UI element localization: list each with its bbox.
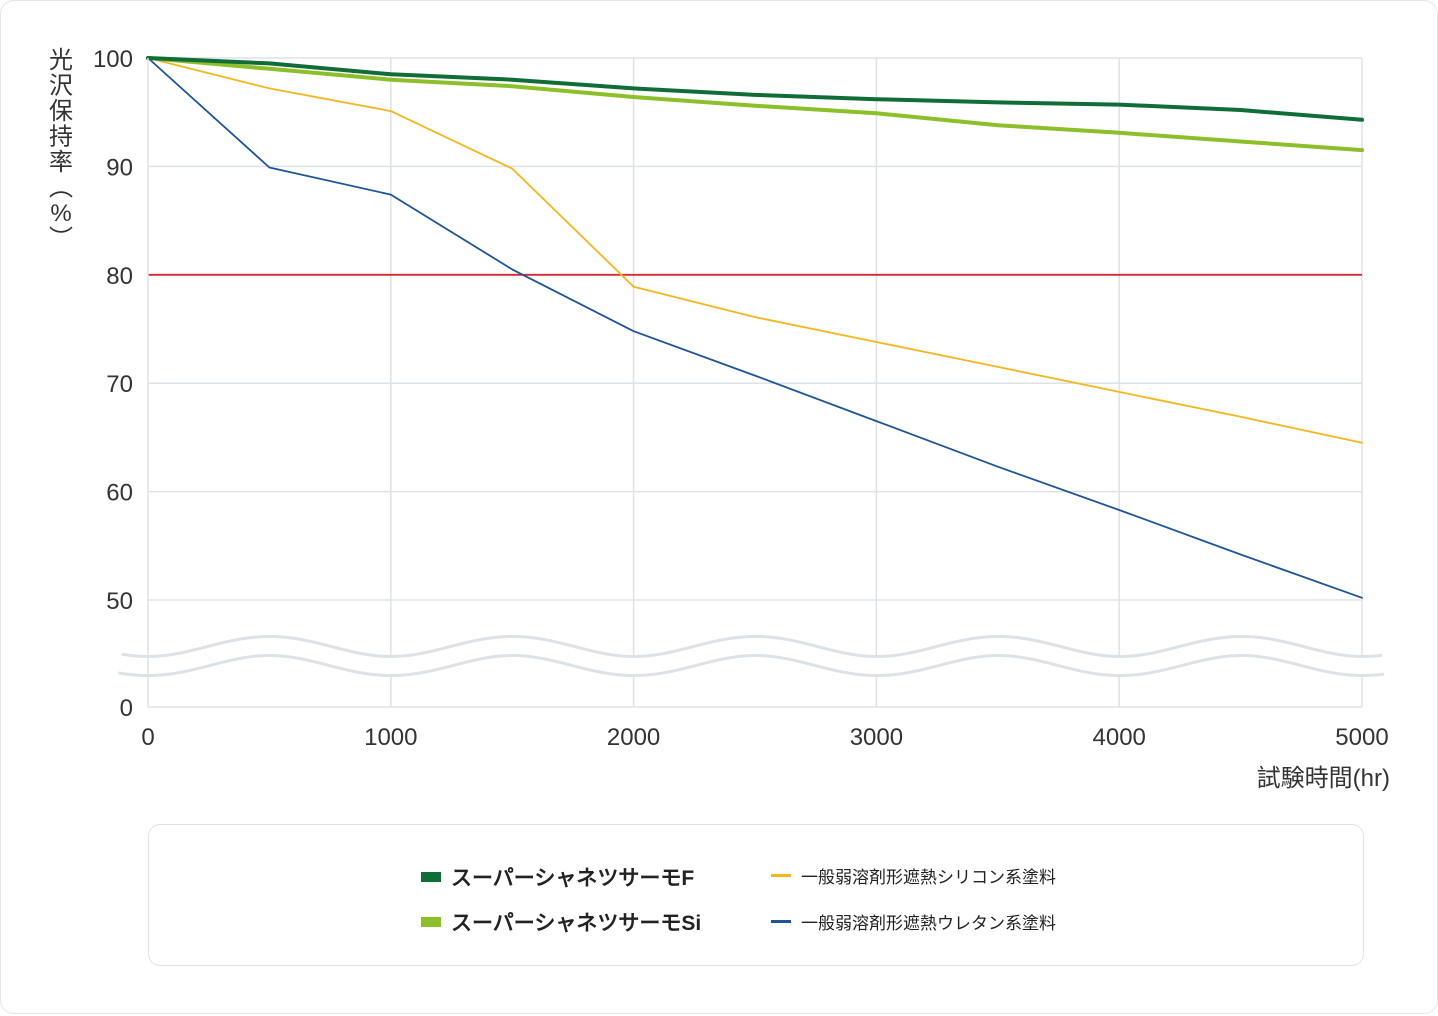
y-tick-label: 80: [106, 263, 133, 290]
legend-label: スーパーシャネツサーモSi: [451, 912, 702, 935]
y-axis-title: 光沢保持率︵% ︶: [49, 47, 73, 253]
legend-swatch: [421, 917, 441, 927]
x-tick-label: 3000: [850, 724, 903, 751]
series-line-3: [147, 57, 1363, 599]
series-line-1: [146, 56, 1364, 153]
legend-label: スーパーシャネツサーモF: [451, 867, 695, 890]
legend-item-series-1: スーパーシャネツサーモSi: [421, 907, 701, 937]
y-tick-label: 0: [120, 695, 133, 722]
y-tick-label: 90: [106, 154, 133, 181]
axis-break-gap: [118, 637, 1384, 675]
y-tick-label: 60: [106, 480, 133, 507]
legend-swatch: [771, 874, 791, 877]
legend-label: 一般弱溶剤形遮熱ウレタン系塗料: [801, 914, 1056, 933]
x-axis-title: 試験時間(hr): [1257, 765, 1390, 792]
legend-swatch: [771, 920, 791, 923]
x-tick-label: 1000: [364, 724, 417, 751]
y-tick-label: 100: [93, 46, 133, 73]
series-line-2: [147, 57, 1363, 444]
x-tick-label: 0: [141, 724, 154, 751]
legend-label: 一般弱溶剤形遮熱シリコン系塗料: [801, 868, 1056, 887]
legend-swatch: [421, 872, 441, 882]
legend-item-series-0: スーパーシャネツサーモF: [421, 862, 694, 892]
legend-item-series-2: 一般弱溶剤形遮熱シリコン系塗料: [771, 863, 1056, 888]
y-tick-label: 50: [106, 588, 133, 615]
axis-titles: 試験時間(hr) 光沢保持率︵% ︶: [49, 47, 1390, 792]
series-layer: [146, 56, 1364, 599]
grid: [148, 57, 1363, 707]
x-tick-label: 5000: [1335, 724, 1388, 751]
legend-item-series-3: 一般弱溶剤形遮熱ウレタン系塗料: [771, 909, 1056, 934]
legend: スーパーシャネツサーモF スーパーシャネツサーモSi 一般弱溶剤形遮熱シリコン系…: [148, 824, 1364, 966]
series-line-0: [146, 56, 1364, 122]
x-tick-label: 2000: [607, 724, 660, 751]
y-tick-label: 70: [106, 371, 133, 398]
x-tick-label: 4000: [1093, 724, 1146, 751]
axis-break: [118, 634, 1385, 678]
